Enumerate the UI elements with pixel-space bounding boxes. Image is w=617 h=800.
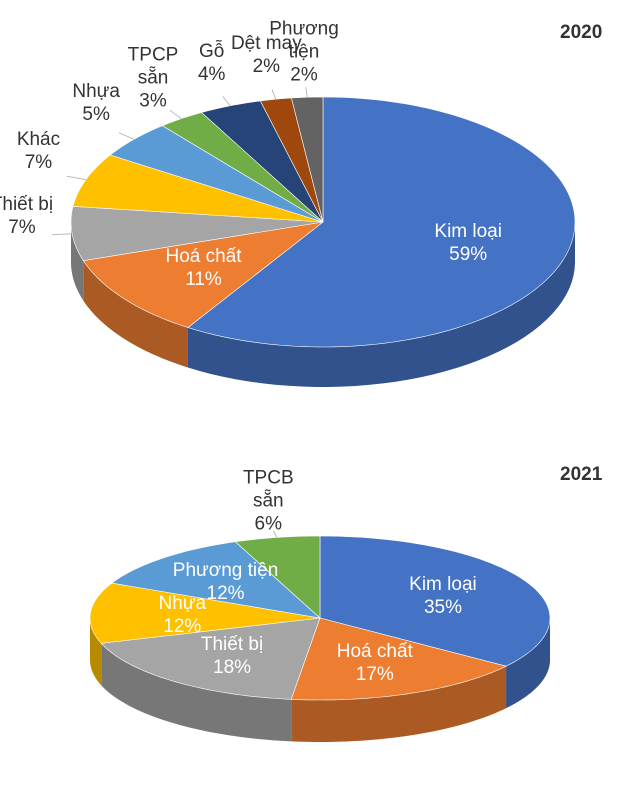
data-label: TPCB sẵn 6% xyxy=(225,467,311,536)
chart-title: 2020 xyxy=(560,22,603,43)
slice-value: 35% xyxy=(423,596,462,618)
slice-name: TPCP sẵn xyxy=(127,44,179,89)
data-label: Khác 7% xyxy=(0,128,81,174)
data-label: Kim loại 35% xyxy=(373,573,513,619)
slice-value: 3% xyxy=(139,90,167,112)
slice-name: Thiết bị xyxy=(0,194,54,216)
slice-name: Dệt may xyxy=(230,32,302,54)
slice-value: 12% xyxy=(163,615,202,637)
slice-value: 5% xyxy=(82,103,110,125)
data-label: Thiết bị 18% xyxy=(162,633,302,679)
slice-name: Kim loại xyxy=(434,220,502,242)
data-label: Dệt may 2% xyxy=(223,32,309,78)
slice-name: Gỗ xyxy=(198,40,225,62)
slice-value: 6% xyxy=(254,513,283,535)
slice xyxy=(187,96,576,348)
leader-line xyxy=(222,96,231,107)
slice xyxy=(100,617,321,700)
slice-value: 17% xyxy=(355,664,394,686)
slice xyxy=(161,112,324,223)
data-label: Phương tiện 2% xyxy=(261,18,347,87)
slice xyxy=(200,100,324,223)
leader-line xyxy=(273,530,278,538)
slice-value: 7% xyxy=(24,152,53,174)
slice-side xyxy=(83,260,188,368)
slice-name: Nhựa xyxy=(72,80,120,102)
leader-line xyxy=(66,175,86,181)
slice xyxy=(290,617,507,701)
slice xyxy=(109,125,324,223)
slice-value: 2% xyxy=(252,55,281,77)
data-label: Phương tiện 12% xyxy=(156,559,296,605)
slice-name: Nhựa xyxy=(158,592,207,614)
leader-line xyxy=(169,109,182,120)
slice-side xyxy=(90,618,102,686)
slice-value: 18% xyxy=(213,656,252,678)
leader-line xyxy=(118,132,135,140)
data-label: TPCP sẵn 3% xyxy=(110,43,196,112)
slice xyxy=(291,96,324,223)
slice-name: Thiết bị xyxy=(200,633,264,655)
slice-value: 59% xyxy=(449,243,488,265)
slice-name: TPCB sẵn xyxy=(242,467,294,512)
leader-line xyxy=(271,89,277,100)
slice-value: 2% xyxy=(290,64,318,86)
slice xyxy=(82,221,324,328)
slice-side xyxy=(101,643,292,742)
slice xyxy=(259,97,324,223)
slice-name: Phương tiện xyxy=(269,18,339,63)
data-label: Nhựa 12% xyxy=(112,592,252,638)
slice-value: 4% xyxy=(197,63,226,85)
slice-name: Hoá chất xyxy=(165,245,242,267)
data-label: Gỗ 4% xyxy=(169,40,255,86)
chart-title: 2021 xyxy=(560,464,603,485)
slice-name: Khác xyxy=(16,129,61,151)
slice xyxy=(89,582,321,644)
slice-value: 11% xyxy=(185,268,222,290)
slice-value: 12% xyxy=(206,583,245,605)
leader-line xyxy=(305,87,308,98)
data-label: Hoá chất 11% xyxy=(134,245,274,291)
slice-name: Kim loại xyxy=(409,573,477,595)
slice-value: 7% xyxy=(8,217,36,239)
data-label: Hoá chất 17% xyxy=(305,640,445,686)
slice-name: Hoá chất xyxy=(336,641,413,663)
data-label: Thiết bị7% xyxy=(0,193,65,239)
slice-name: Phương tiện xyxy=(172,560,279,582)
slice xyxy=(111,541,321,619)
slice-side xyxy=(506,618,550,709)
data-label: Nhựa 5% xyxy=(53,80,139,126)
slice xyxy=(319,535,551,667)
leader-line xyxy=(52,233,73,236)
data-label: Kim loại 59% xyxy=(398,220,538,266)
